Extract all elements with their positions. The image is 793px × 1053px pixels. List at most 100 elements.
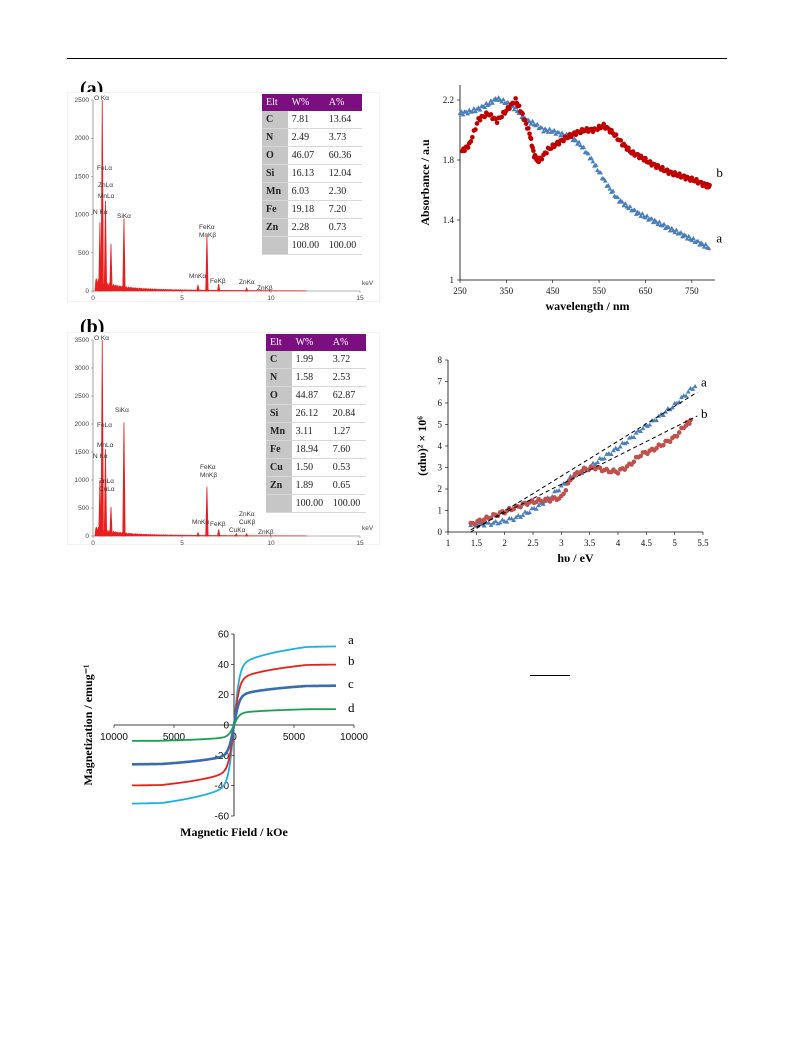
uv-point-b: [470, 134, 475, 140]
tauc-point-a: [556, 488, 562, 493]
table-header-cell: A%: [324, 94, 362, 111]
mag-series-label: c: [348, 676, 354, 691]
tauc-point-a: [622, 441, 628, 446]
uv-point-a: [490, 100, 495, 105]
uv-series-label: b: [716, 165, 723, 180]
value-cell: 1.58: [291, 368, 329, 387]
value-cell: 1.27: [328, 422, 366, 441]
uv-point-b: [516, 103, 522, 109]
edx-peak-label: O Kα: [94, 95, 109, 102]
uv-x-tick-label: 650: [639, 286, 653, 296]
edx-peak: [98, 479, 102, 537]
edx-x-tick-label: 10: [267, 295, 275, 302]
edx-y-tick-label: 3500: [75, 337, 90, 344]
edx-peak-label: ZnKβ: [258, 529, 274, 536]
uv-point-b: [462, 148, 467, 154]
tauc-point-b: [667, 439, 673, 444]
edx-peak-label: MnKα: [189, 273, 206, 280]
uv-point-a: [581, 144, 587, 149]
value-cell: 100.00: [287, 236, 325, 255]
tauc-x-tick-label: 1: [446, 538, 451, 548]
uv-point-b: [626, 145, 631, 151]
tauc-point-a: [617, 444, 623, 449]
tauc-fit-line: [470, 415, 698, 531]
value-cell: 16.13: [287, 164, 325, 183]
value-cell: 3.73: [324, 128, 362, 147]
edx-peak: [196, 531, 200, 537]
tauc-point-a: [683, 393, 689, 398]
value-cell: 7.81: [287, 111, 325, 129]
mag-y-tick-label: 20: [218, 690, 230, 701]
edx-peak-label: MnLα: [97, 442, 114, 449]
uv-y-tick-label: 1: [450, 275, 455, 285]
edx-peak-label: ZnLα: [99, 478, 114, 485]
edx-x-tick-label: 10: [267, 540, 275, 545]
tauc-point-a: [660, 412, 666, 417]
uv-point-a: [655, 221, 661, 227]
value-cell: 0.65: [328, 476, 366, 495]
mag-x-tick-label: 5000: [163, 732, 186, 743]
uv-point-a: [500, 97, 506, 102]
edx-y-tick-label: 1000: [75, 212, 90, 219]
tauc-x-tick-label: 3: [559, 538, 564, 548]
uv-point-a: [527, 118, 532, 124]
uv-point-a: [588, 155, 594, 160]
tauc-point-b: [615, 471, 621, 476]
uv-point-a: [530, 118, 536, 124]
table-row: Fe 18.94 7.60: [266, 440, 366, 459]
tauc-point-b: [687, 421, 692, 426]
uv-point-a: [473, 108, 478, 114]
tauc-point-b: [676, 430, 682, 435]
tauc-point-a: [692, 383, 698, 389]
tauc-point-a: [493, 518, 498, 524]
uv-point-b: [536, 159, 542, 165]
tauc-point-a: [645, 423, 650, 428]
uv-x-tick-label: 450: [546, 286, 560, 296]
tauc-point-b: [654, 445, 659, 451]
table-row: C 7.81 13.64: [262, 111, 362, 129]
edx-peak: [216, 529, 221, 537]
value-cell: 18.94: [291, 440, 329, 459]
edx-peak: [109, 243, 113, 292]
uv-point-b: [494, 120, 500, 126]
uv-point-a: [706, 245, 712, 251]
uv-x-tick-label: 750: [685, 286, 699, 296]
value-cell: 60.36: [324, 146, 362, 165]
uv-point-b: [556, 141, 562, 147]
uv-point-a: [656, 219, 662, 224]
value-cell: 19.18: [287, 200, 325, 219]
uv-point-a: [545, 129, 551, 134]
edx-peak-label: FeKβ: [210, 521, 226, 528]
value-cell: 0.53: [328, 458, 366, 477]
edx-peak-label: MnKβ: [199, 232, 216, 239]
mag-x-tick-label: 10000: [340, 732, 368, 743]
tauc-point-b: [638, 453, 643, 459]
table-header-cell: W%: [291, 334, 329, 351]
element-cell: O: [262, 146, 288, 165]
value-cell: 20.84: [328, 404, 366, 423]
edx-y-tick-label: 500: [78, 250, 89, 257]
table-row: Zn 2.28 0.73: [262, 218, 362, 237]
mag-x-title: Magnetic Field / kOe: [180, 825, 288, 839]
tauc-point-a: [685, 389, 691, 394]
uv-point-a: [639, 211, 645, 216]
tauc-point-a: [509, 516, 514, 521]
uv-point-b: [528, 136, 534, 142]
tauc-point-a: [654, 417, 659, 423]
uv-point-b: [613, 132, 619, 138]
uv-point-a: [539, 125, 545, 130]
tauc-point-b: [586, 467, 591, 473]
uv-x-tick-label: 350: [500, 286, 514, 296]
edx-peak-label: N Kα: [93, 453, 108, 460]
element-cell: Mn: [266, 422, 292, 441]
table-row: Si 16.13 12.04: [262, 164, 362, 183]
element-cell: Zn: [262, 218, 288, 237]
value-cell: 100.00: [324, 236, 362, 255]
uv-point-a: [494, 97, 500, 102]
uv-point-a: [511, 107, 517, 112]
uv-point-a: [598, 170, 604, 175]
tauc-x-tick-label: 4.5: [641, 538, 653, 548]
edx-peak: [100, 339, 104, 537]
